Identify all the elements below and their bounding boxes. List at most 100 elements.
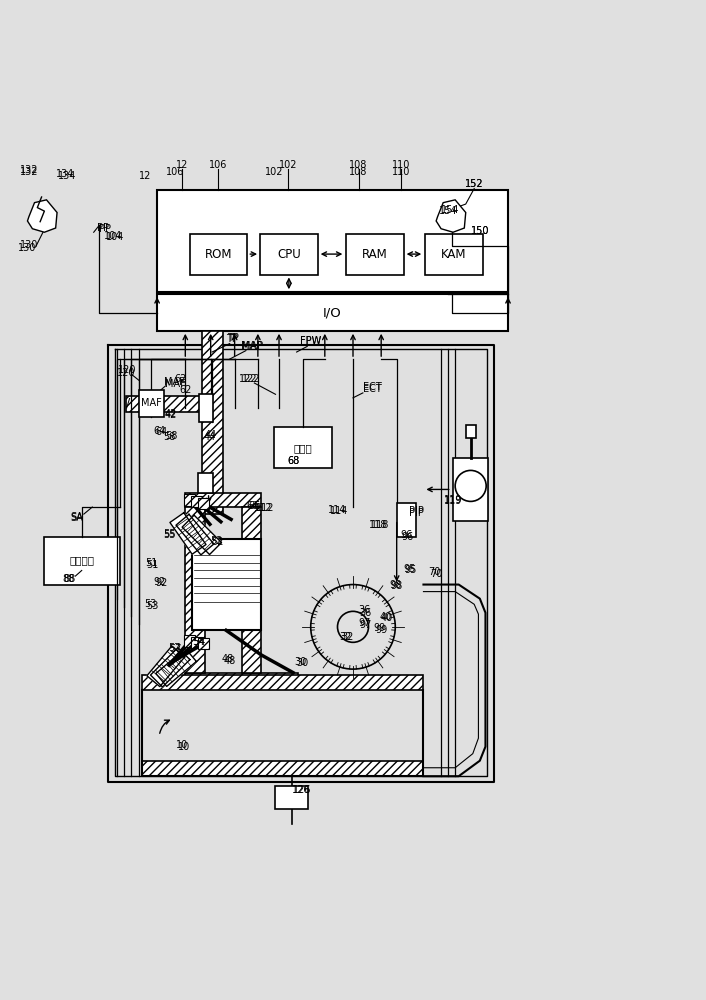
Bar (192, 539, 261, 630)
Text: 98: 98 (389, 580, 402, 590)
Bar (126, 396, 203, 412)
Text: 58: 58 (164, 432, 176, 442)
Bar (425, 234, 483, 275)
Text: 44: 44 (205, 430, 217, 440)
Text: 70: 70 (429, 567, 441, 577)
Bar (185, 493, 261, 507)
Text: 96: 96 (400, 530, 413, 540)
Text: TP: TP (227, 333, 239, 343)
Text: 99: 99 (373, 623, 386, 633)
Text: 57: 57 (168, 643, 180, 653)
Text: 42: 42 (165, 410, 177, 420)
Bar (185, 507, 205, 673)
Bar (157, 190, 508, 292)
Polygon shape (28, 200, 57, 232)
Polygon shape (436, 200, 466, 232)
Text: 点火系统: 点火系统 (70, 556, 95, 566)
Text: 10: 10 (176, 740, 189, 750)
Text: /: / (126, 397, 131, 410)
Text: 99: 99 (375, 625, 388, 635)
Bar (185, 673, 298, 687)
Text: KAM: KAM (441, 248, 467, 261)
Polygon shape (147, 646, 185, 687)
Text: 112: 112 (253, 503, 272, 513)
Bar (198, 473, 213, 493)
Polygon shape (156, 649, 196, 686)
Text: 126: 126 (293, 785, 311, 795)
Bar (466, 425, 476, 438)
Bar (157, 294, 508, 331)
Text: 53: 53 (146, 601, 158, 611)
Text: 120: 120 (119, 365, 137, 375)
Bar (191, 637, 202, 648)
Text: 52: 52 (210, 536, 222, 546)
Text: CPU: CPU (277, 248, 301, 261)
Text: 62: 62 (179, 385, 191, 395)
Text: 104: 104 (106, 232, 124, 242)
Text: 118: 118 (371, 520, 389, 530)
Bar (142, 761, 424, 776)
Text: 64: 64 (154, 426, 166, 436)
Text: 36: 36 (359, 608, 372, 618)
Text: 110: 110 (392, 167, 410, 177)
Polygon shape (182, 515, 222, 555)
Text: 92: 92 (155, 578, 167, 588)
Text: 126: 126 (292, 785, 310, 795)
Bar (44, 537, 121, 585)
Text: FPW: FPW (300, 336, 321, 346)
Text: 58: 58 (165, 431, 177, 441)
Text: FPW: FPW (300, 336, 321, 346)
Text: 驱动器: 驱动器 (294, 443, 312, 453)
Text: 154: 154 (439, 206, 457, 216)
Text: PIP: PIP (409, 506, 424, 516)
Text: 154: 154 (441, 205, 460, 215)
Text: 52: 52 (212, 537, 224, 547)
Text: 12: 12 (176, 160, 189, 170)
Text: 152: 152 (465, 179, 484, 189)
Text: 68: 68 (287, 456, 299, 466)
Text: 114: 114 (328, 505, 347, 515)
Text: 95: 95 (403, 564, 416, 574)
Text: 152: 152 (465, 179, 484, 189)
Polygon shape (170, 513, 206, 554)
Text: 10: 10 (178, 742, 190, 752)
Text: 130: 130 (20, 240, 38, 250)
Text: 98: 98 (390, 581, 403, 591)
Polygon shape (176, 514, 214, 555)
Text: 97: 97 (358, 618, 371, 628)
Text: 32: 32 (340, 632, 352, 642)
Bar (139, 390, 164, 417)
Bar (241, 507, 261, 673)
Text: ECT: ECT (364, 384, 382, 394)
Text: 62: 62 (174, 374, 186, 384)
Text: 32: 32 (341, 632, 354, 642)
Text: 106: 106 (166, 167, 185, 177)
Text: 66: 66 (247, 501, 259, 511)
Text: 119: 119 (444, 495, 462, 505)
Text: 51: 51 (146, 560, 158, 570)
Text: 40: 40 (381, 613, 393, 623)
Text: MAF: MAF (164, 377, 184, 387)
Text: 122: 122 (239, 374, 258, 384)
Text: 53: 53 (144, 599, 156, 609)
Text: 57: 57 (169, 644, 181, 654)
Text: 118: 118 (369, 520, 388, 530)
Bar (142, 675, 424, 690)
Bar (198, 638, 209, 649)
Text: 88: 88 (64, 574, 76, 584)
Bar (453, 458, 489, 521)
Text: 51: 51 (145, 558, 157, 568)
Text: 108: 108 (349, 160, 368, 170)
Text: 97: 97 (359, 620, 372, 630)
Text: 48: 48 (222, 654, 234, 664)
Text: 95: 95 (405, 565, 417, 575)
Text: 102: 102 (279, 160, 297, 170)
Bar (275, 786, 308, 809)
Text: 42: 42 (165, 409, 177, 419)
Text: I/O: I/O (323, 306, 342, 319)
Text: ECT: ECT (364, 382, 382, 392)
Text: 54: 54 (193, 637, 205, 647)
Text: 106: 106 (209, 160, 227, 170)
Text: 64: 64 (155, 427, 167, 437)
Bar (198, 498, 209, 509)
